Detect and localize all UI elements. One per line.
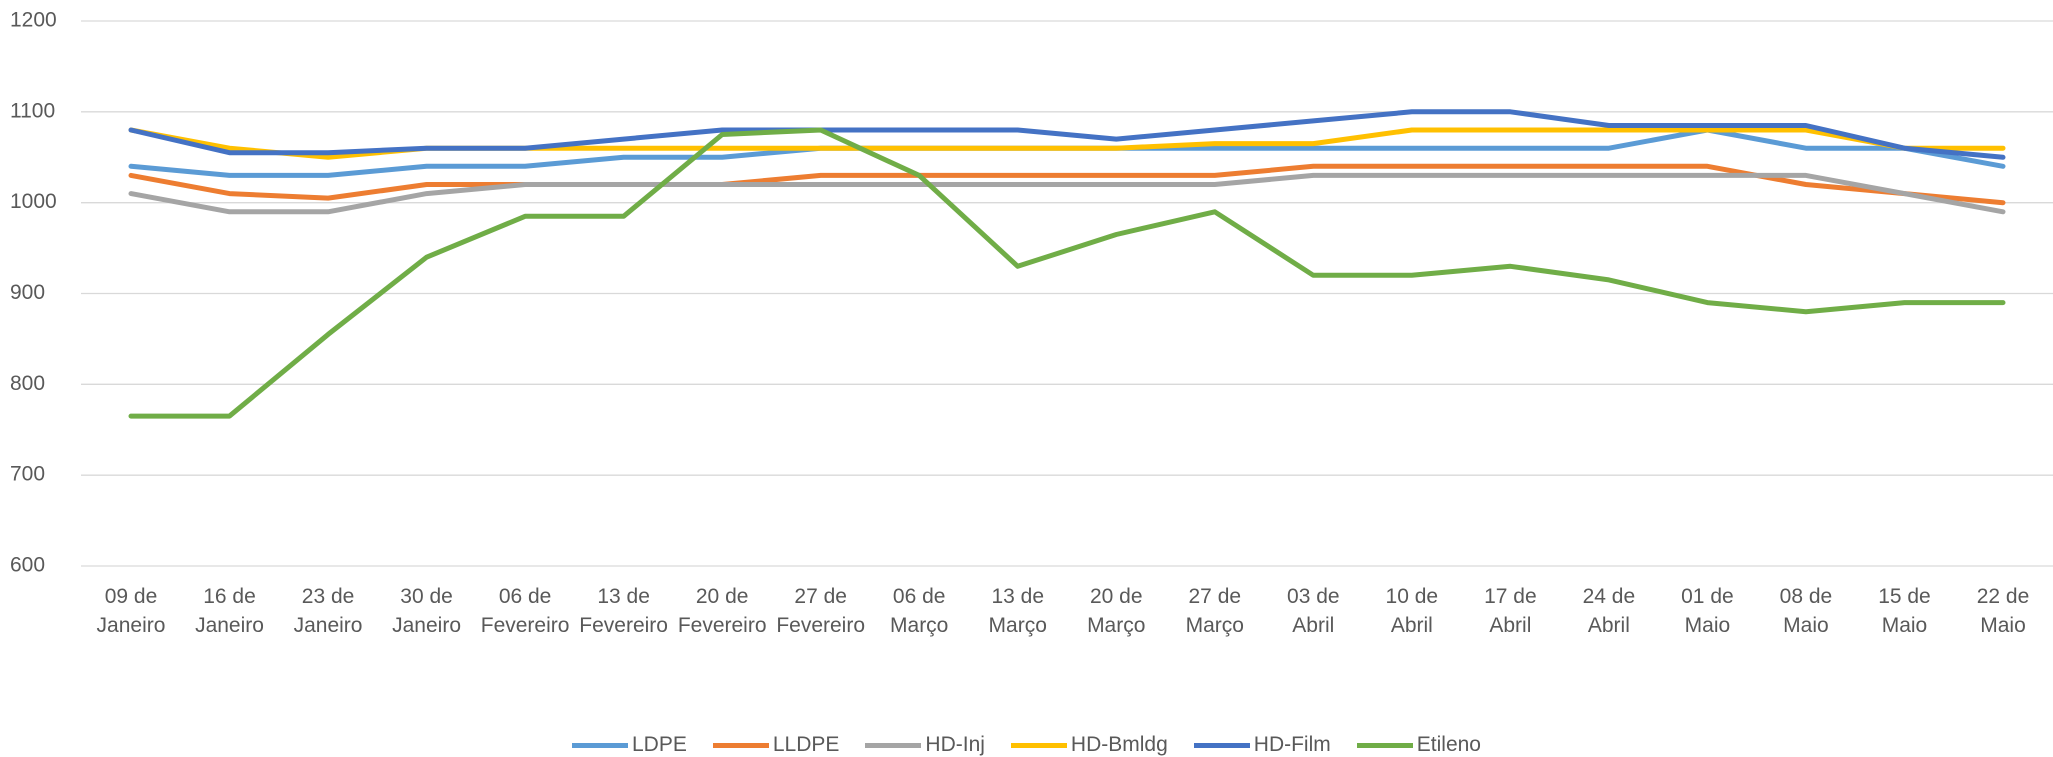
legend-label: HD-Bmldg <box>1070 733 1168 756</box>
legend-label: HD-Inj <box>925 733 985 756</box>
x-tick-text: 13 de Março <box>988 585 1047 637</box>
legend-swatch <box>712 742 769 748</box>
x-tick-label: 24 de Abril <box>1573 582 1645 640</box>
x-tick-text: 27 de Março <box>1185 585 1244 637</box>
series-line <box>128 127 2006 419</box>
x-tick-text: 24 de Abril <box>1582 585 1636 637</box>
x-tick-label: 23 de Janeiro <box>292 582 364 640</box>
y-tick-label: 600 <box>10 554 45 577</box>
y-tick-label: 700 <box>10 463 45 486</box>
legend-swatch <box>572 742 628 748</box>
x-tick-text: 23 de Janeiro <box>293 585 363 637</box>
x-tick-label: 27 de Fevereiro <box>776 582 865 640</box>
x-tick-label: 15 de Maio <box>1868 582 1940 640</box>
x-tick-text: 09 de Janeiro <box>96 585 166 637</box>
x-tick-text: 06 de Fevereiro <box>480 585 570 637</box>
x-tick-label: 27 de Março <box>1179 582 1251 640</box>
x-tick-label: 06 de Fevereiro <box>481 582 570 640</box>
x-tick-label: 16 de Janeiro <box>194 582 266 640</box>
x-tick-text: 17 de Abril <box>1484 585 1537 637</box>
x-tick-text: 08 de Maio <box>1779 585 1833 637</box>
y-tick-label: 800 <box>10 372 45 395</box>
x-tick-label: 22 de Maio <box>1967 582 2039 640</box>
legend-swatch <box>1356 742 1413 748</box>
x-tick-text: 06 de Março <box>890 585 949 637</box>
x-tick-label: 03 de Abril <box>1277 582 1349 640</box>
x-tick-text: 20 de Março <box>1087 585 1146 637</box>
x-tick-label: 06 de Março <box>883 582 955 640</box>
x-tick-text: 27 de Fevereiro <box>776 585 866 637</box>
y-tick-label: 1100 <box>10 99 55 122</box>
legend-swatch <box>1010 742 1067 748</box>
x-tick-text: 13 de Fevereiro <box>579 585 668 637</box>
x-tick-label: 08 de Maio <box>1770 582 1842 640</box>
legend-label: LLDPE <box>772 733 840 756</box>
x-tick-label: 01 de Maio <box>1671 582 1743 640</box>
x-tick-label: 13 de Março <box>982 582 1054 640</box>
series-line <box>128 172 2006 215</box>
x-tick-text: 22 de Maio <box>1976 585 2030 637</box>
x-tick-text: 20 de Fevereiro <box>677 585 767 637</box>
x-tick-label: 20 de Fevereiro <box>678 582 767 640</box>
x-tick-label: 09 de Janeiro <box>95 582 167 640</box>
legend-item: HD-Film <box>1193 733 1331 757</box>
legend-label: LDPE <box>632 733 687 756</box>
legend-item: HD-Bmldg <box>1010 733 1168 757</box>
legend-item: HD-Inj <box>865 733 985 757</box>
x-tick-text: 30 de Janeiro <box>392 585 462 637</box>
legend-label: Etileno <box>1416 733 1481 756</box>
x-tick-text: 10 de Abril <box>1385 585 1439 637</box>
x-tick-label: 10 de Abril <box>1376 582 1448 640</box>
legend-label: HD-Film <box>1253 733 1331 756</box>
x-tick-text: 01 de Maio <box>1681 585 1734 637</box>
x-tick-label: 30 de Janeiro <box>391 582 463 640</box>
x-tick-text: 16 de Janeiro <box>195 585 264 637</box>
y-tick-label: 1000 <box>10 190 57 213</box>
x-tick-text: 15 de Maio <box>1878 585 1931 637</box>
legend-swatch <box>865 742 922 748</box>
y-tick-label: 1200 <box>10 9 57 32</box>
x-tick-text: 03 de Abril <box>1287 585 1340 637</box>
legend-item: LDPE <box>572 733 687 757</box>
x-tick-label: 13 de Fevereiro <box>579 582 668 640</box>
legend-item: LLDPE <box>712 733 840 757</box>
x-tick-label: 20 de Março <box>1080 582 1152 640</box>
y-tick-label: 900 <box>10 281 45 304</box>
series-line <box>128 109 2006 160</box>
legend-swatch <box>1193 742 1250 748</box>
legend: LDPE LLDPE HD-Inj HD-Bmldg HD-Film Etileno <box>0 733 2053 757</box>
x-tick-label: 17 de Abril <box>1474 582 1546 640</box>
series-line <box>128 163 2006 206</box>
legend-item: Etileno <box>1356 733 1481 757</box>
